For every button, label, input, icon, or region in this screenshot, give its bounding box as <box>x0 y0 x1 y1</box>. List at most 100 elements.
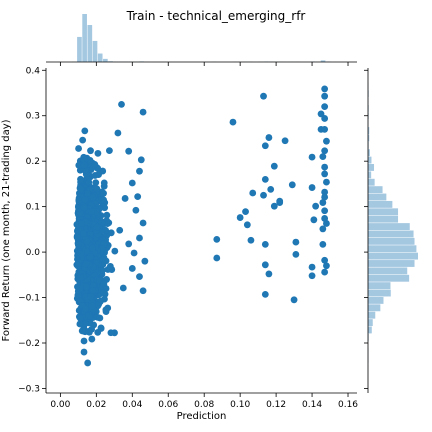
data-point <box>128 265 136 272</box>
data-point <box>81 127 89 135</box>
data-point <box>242 208 249 216</box>
y-histogram-bar <box>368 296 384 304</box>
data-point <box>261 290 269 298</box>
data-point <box>75 197 83 205</box>
data-point <box>321 207 329 215</box>
data-point <box>82 293 90 301</box>
x-histogram-bar <box>320 60 326 62</box>
data-point <box>75 205 83 212</box>
data-point <box>136 273 143 281</box>
data-point <box>139 287 147 295</box>
data-point <box>77 185 85 193</box>
data-point <box>96 314 104 322</box>
data-point <box>88 335 96 343</box>
data-point <box>312 202 320 210</box>
data-point <box>321 85 329 93</box>
data-point <box>104 304 112 312</box>
y-tick-label: 0.3 <box>26 112 40 122</box>
data-point <box>141 257 149 265</box>
y-histogram-bar <box>368 260 415 267</box>
data-point <box>323 137 330 145</box>
y-tick-label: 0.1 <box>26 203 40 213</box>
data-point <box>85 178 93 186</box>
y-histogram-bar <box>368 186 383 194</box>
data-point <box>75 161 83 169</box>
data-point <box>92 179 100 187</box>
y-histogram-bar <box>368 156 372 164</box>
data-point <box>74 233 81 241</box>
y-histogram-bar <box>368 200 393 208</box>
y-histogram-bar <box>368 208 399 216</box>
data-point <box>80 337 88 345</box>
data-point <box>321 268 329 276</box>
data-point <box>137 156 145 164</box>
y-histogram-bar <box>368 127 370 134</box>
data-point <box>319 225 327 233</box>
data-point <box>114 129 122 137</box>
y-histogram-bar <box>368 245 417 253</box>
data-point <box>93 208 101 216</box>
x-histogram-bar <box>103 58 108 62</box>
data-point <box>323 262 330 270</box>
data-point <box>321 163 329 171</box>
data-point <box>100 189 107 197</box>
data-point <box>229 118 237 126</box>
y-histogram-bar <box>368 178 375 186</box>
data-point <box>107 329 115 337</box>
data-point <box>321 188 329 196</box>
y-histogram-bar <box>368 289 391 297</box>
y-tick-label: −0.2 <box>18 339 40 349</box>
data-point <box>265 134 273 141</box>
data-point <box>89 194 97 201</box>
y-histogram-bar <box>368 171 372 179</box>
data-point <box>319 240 327 248</box>
y-histogram-bar <box>368 274 410 282</box>
y-tick-label: 0.2 <box>26 157 40 167</box>
y-histogram-bar <box>368 230 414 238</box>
x-tick-label: 0.12 <box>266 400 286 410</box>
data-point <box>83 237 91 245</box>
data-point <box>136 234 143 242</box>
data-point <box>139 108 147 116</box>
data-point <box>243 221 251 229</box>
data-point <box>323 178 330 186</box>
data-point <box>130 249 138 257</box>
y-histogram-bar <box>368 319 373 327</box>
data-point <box>100 179 108 187</box>
data-point <box>106 262 114 270</box>
data-point <box>321 256 329 264</box>
data-point <box>76 284 84 292</box>
data-point <box>323 220 330 227</box>
data-point <box>270 202 278 210</box>
data-point <box>78 220 86 227</box>
data-point <box>75 145 82 152</box>
data-point <box>100 196 108 204</box>
x-axis-title: Prediction <box>177 411 227 422</box>
x-tick-label: 0.14 <box>302 400 322 410</box>
data-point <box>321 92 329 100</box>
data-point <box>89 287 97 294</box>
data-point <box>87 293 95 301</box>
data-point <box>77 274 85 281</box>
data-point <box>308 184 316 191</box>
data-point <box>121 195 129 202</box>
data-point <box>267 185 275 193</box>
data-point <box>100 289 108 297</box>
data-point <box>308 153 316 161</box>
data-point <box>136 167 143 175</box>
scatter-points <box>73 85 330 367</box>
data-point <box>89 244 96 252</box>
data-point <box>82 260 90 268</box>
data-point <box>75 240 82 248</box>
data-point <box>86 253 94 261</box>
data-point <box>321 125 329 133</box>
data-point <box>317 110 325 118</box>
data-point <box>85 312 93 320</box>
data-point <box>321 147 329 155</box>
data-point <box>310 216 318 224</box>
axes: 0.00 0.02 0.04 0.06 0.08 0.10 0.12 0.14 0.16 −0.3… <box>18 66 358 410</box>
data-point <box>276 197 284 205</box>
data-point <box>76 314 84 322</box>
chart-title: Train - technical_emerging_rfr <box>126 9 306 23</box>
